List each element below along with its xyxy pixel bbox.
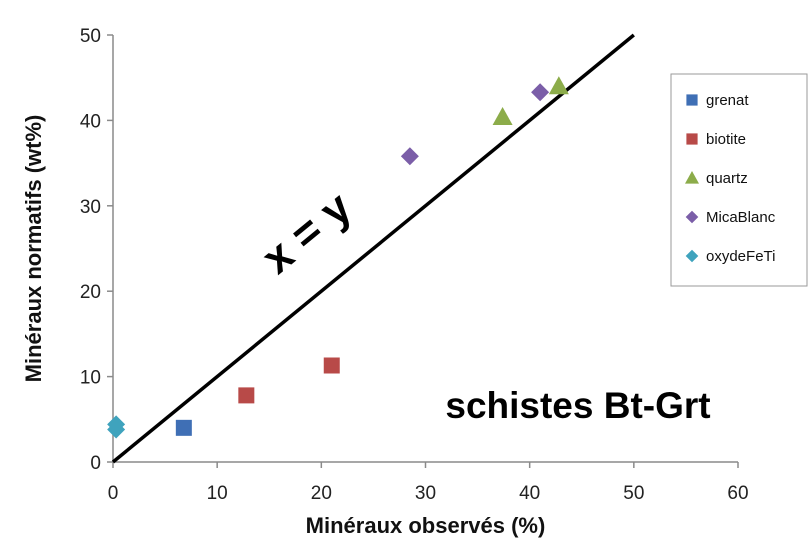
y-tick-label: 30 (80, 197, 101, 218)
x-tick-label: 20 (311, 483, 332, 504)
y-tick-label: 10 (80, 368, 101, 389)
legend: grenat biotite quartz MicaBlanc oxydeFeTi (670, 73, 808, 287)
y-tick-label: 50 (80, 26, 101, 47)
legend-label-biotite: biotite (706, 131, 746, 148)
legend-label-oxydeFeTi: oxydeFeTi (706, 248, 775, 265)
y-axis-title: Minéraux normatifs (wt%) (21, 115, 46, 383)
legend-marker-quartz (685, 171, 699, 184)
x-tick-label: 0 (108, 483, 119, 504)
legend-label-grenat: grenat (706, 92, 749, 109)
series-biotite (238, 357, 340, 404)
x-tick-label: 50 (623, 483, 644, 504)
identity-line (111, 33, 635, 464)
legend-label-quartz: quartz (706, 170, 748, 187)
data-point-quartz (492, 106, 513, 125)
legend-label-MicaBlanc: MicaBlanc (706, 209, 776, 226)
data-point-MicaBlanc (531, 83, 550, 102)
data-point-MicaBlanc (400, 147, 419, 166)
identity-line-label: x = y (253, 182, 361, 283)
data-points (107, 76, 569, 439)
x-tick-label: 60 (727, 483, 748, 504)
legend-marker-biotite (686, 133, 698, 145)
x-axis-title: Minéraux observés (%) (306, 513, 546, 538)
data-point-oxydeFeTi (107, 420, 126, 439)
series-grenat (175, 419, 192, 436)
data-point-biotite (238, 387, 255, 404)
legend-marker-grenat (686, 94, 698, 106)
y-tick-label: 40 (80, 111, 101, 132)
series-quartz (492, 76, 569, 125)
chart-annotation: schistes Bt-Grt (445, 385, 710, 426)
y-tick-labels: 0 10 20 30 40 50 (80, 26, 101, 474)
series-oxydeFeTi (107, 415, 126, 439)
data-point-grenat (175, 419, 192, 436)
data-point-quartz (548, 76, 569, 95)
series-MicaBlanc (400, 83, 550, 166)
x-tick-labels: 0 10 20 30 40 50 60 (108, 483, 749, 504)
x-tick-label: 30 (415, 483, 436, 504)
y-tick-label: 20 (80, 282, 101, 303)
axes (107, 34, 739, 468)
data-point-biotite (323, 357, 340, 374)
y-tick-label: 0 (90, 453, 101, 474)
x-tick-label: 10 (207, 483, 228, 504)
x-tick-label: 40 (519, 483, 540, 504)
